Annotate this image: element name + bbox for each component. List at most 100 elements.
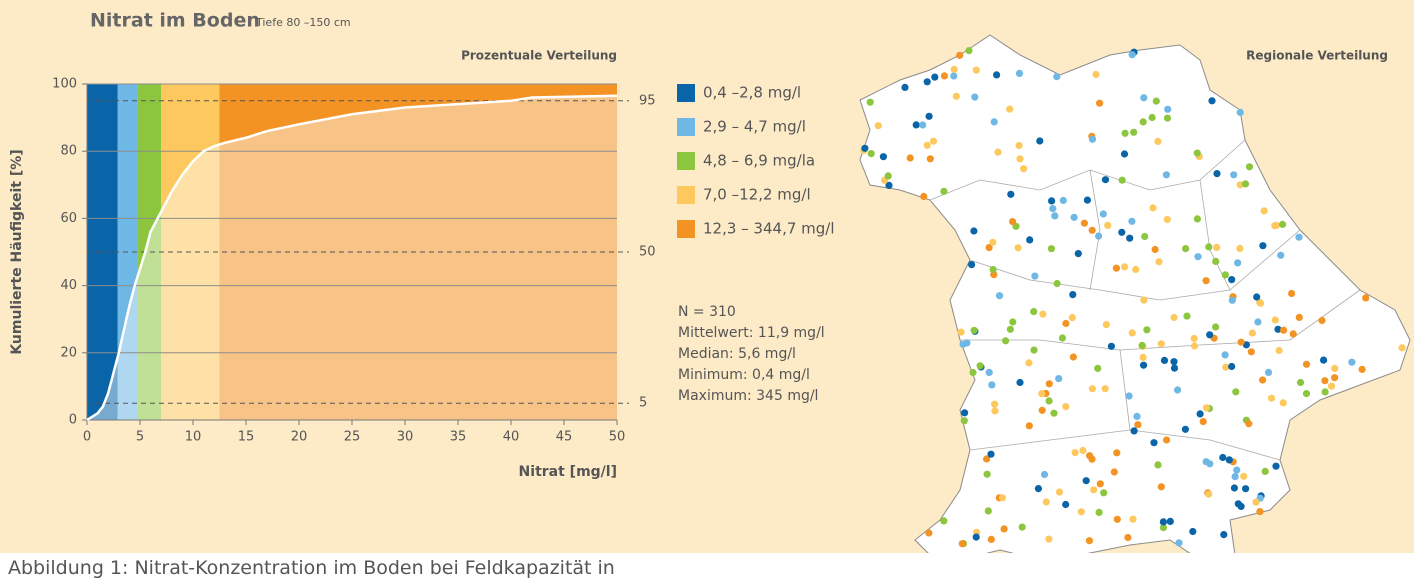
map-dot xyxy=(1062,403,1070,411)
map-dot xyxy=(1101,385,1109,393)
map-dot xyxy=(985,368,993,376)
map-dot xyxy=(1159,518,1167,526)
map-dot xyxy=(1182,245,1190,253)
map-dot xyxy=(1318,316,1326,325)
map-dot xyxy=(1026,236,1034,244)
map-dot xyxy=(952,92,960,100)
map-dot xyxy=(1121,129,1129,137)
map-dot xyxy=(1150,439,1158,447)
map-dot xyxy=(1038,406,1046,414)
map-dot xyxy=(1074,250,1082,258)
map-dot xyxy=(1069,291,1077,299)
x-tick-label: 20 xyxy=(291,430,308,445)
y2-tick-label: 50 xyxy=(639,245,656,260)
map-dot xyxy=(991,407,999,415)
map-dot xyxy=(950,72,958,80)
map-dot xyxy=(988,381,996,389)
map-dot xyxy=(1166,517,1174,526)
map-dot xyxy=(995,292,1004,300)
map-dot xyxy=(1020,165,1028,173)
map-dot xyxy=(985,244,993,252)
map-dot xyxy=(866,98,874,106)
map-dot xyxy=(1042,498,1050,506)
map-dot xyxy=(989,265,997,274)
x-tick-label: 0 xyxy=(83,430,91,445)
map-dot xyxy=(1148,113,1156,122)
map-dot xyxy=(1152,97,1160,105)
map-dot xyxy=(1088,226,1096,234)
map-dot xyxy=(1240,472,1248,480)
map-dot xyxy=(1181,425,1189,433)
map-dot xyxy=(1128,51,1136,59)
map-dot xyxy=(1112,264,1120,272)
map-dot xyxy=(1045,397,1053,405)
stat-line: Maximum: 345 mg/l xyxy=(678,388,818,404)
map-dot xyxy=(1241,180,1250,188)
map-dot xyxy=(1030,308,1038,316)
map-dot xyxy=(1234,259,1242,267)
map-dot xyxy=(901,83,909,91)
map-dot xyxy=(1228,276,1236,284)
map-dot xyxy=(1155,258,1163,266)
legend-swatch xyxy=(677,186,695,204)
map-dot xyxy=(1047,245,1055,253)
map-dot xyxy=(1256,298,1264,306)
map-dot xyxy=(1014,244,1022,252)
map-dot xyxy=(1128,329,1136,337)
map-dot xyxy=(970,326,978,334)
map-dot xyxy=(983,455,991,463)
map-dot xyxy=(1101,176,1110,184)
map-dot xyxy=(1264,368,1273,376)
map-dot xyxy=(1302,390,1311,398)
map-dot xyxy=(1271,316,1279,324)
map-dot xyxy=(1222,363,1230,371)
map-dot xyxy=(1221,351,1229,359)
map-dot xyxy=(1193,149,1201,157)
map-dot xyxy=(1059,196,1067,205)
map-dot xyxy=(968,261,976,269)
y2-tick-label: 5 xyxy=(639,396,647,411)
map-dot xyxy=(1162,171,1170,179)
caption: Abbildung 1: Nitrat-Konzentration im Bod… xyxy=(0,553,900,587)
map-dot xyxy=(1006,105,1014,113)
map-dot xyxy=(1170,364,1179,372)
map-dot xyxy=(1232,388,1240,396)
map-dot xyxy=(1055,488,1064,496)
map-dot xyxy=(960,417,968,425)
map-dot xyxy=(1208,97,1216,105)
legend-label: 2,9 – 4,7 mg/l xyxy=(703,118,806,136)
map-dot xyxy=(861,144,869,152)
map-dot xyxy=(1275,346,1283,355)
map-dot xyxy=(867,150,875,158)
map-dot xyxy=(1107,342,1115,350)
map-dot xyxy=(1163,215,1171,224)
map-dot xyxy=(1202,458,1210,466)
map-dot xyxy=(1045,380,1053,388)
map-dot xyxy=(884,172,892,180)
map-dot xyxy=(1070,213,1078,221)
map-dot xyxy=(929,137,938,145)
map-dot xyxy=(1248,329,1256,337)
map-dots xyxy=(860,47,1406,548)
map-dot xyxy=(1358,365,1366,373)
map-dot xyxy=(1088,455,1096,463)
map-dot xyxy=(1130,427,1138,435)
map-dot xyxy=(1007,190,1015,198)
y-tick-label: 20 xyxy=(60,345,77,360)
map-dot xyxy=(1228,362,1236,371)
map-dot xyxy=(1237,502,1245,510)
map-dot xyxy=(874,122,882,130)
map-dot xyxy=(1151,245,1159,254)
map-dot xyxy=(1242,485,1250,493)
map-dot xyxy=(1015,69,1024,77)
map-dot xyxy=(963,339,971,347)
map-dot xyxy=(970,227,978,235)
panel-title: Regionale Verteilung xyxy=(1246,49,1388,63)
map-dot xyxy=(989,238,997,246)
map-dot xyxy=(1139,118,1147,126)
map-dot xyxy=(1018,523,1026,531)
map-dot xyxy=(1230,171,1238,179)
map-dot xyxy=(1193,215,1201,223)
map-dot xyxy=(1113,449,1121,457)
legend-label: 4,8 – 6,9 mg/la xyxy=(703,152,815,170)
